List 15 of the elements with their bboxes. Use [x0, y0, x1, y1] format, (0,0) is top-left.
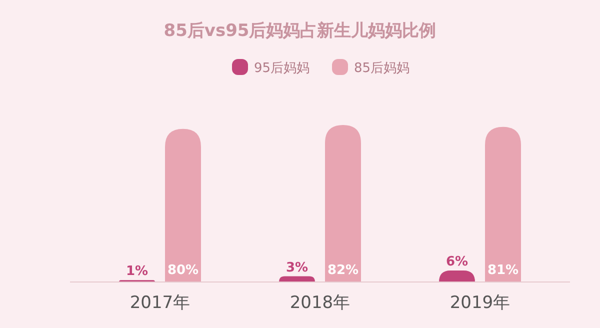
data-label: 80%: [167, 263, 199, 278]
data-label: 3%: [286, 260, 308, 276]
data-label: 1%: [126, 264, 148, 280]
chart-title: 85后vs95后妈妈占新生儿妈妈比例: [164, 21, 436, 41]
legend-label: 85后妈妈: [354, 61, 410, 76]
bar: [485, 126, 521, 282]
data-label: 82%: [327, 263, 359, 278]
x-tick-label: 2018年: [290, 293, 350, 313]
x-tick-label: 2019年: [450, 293, 510, 313]
data-label: 6%: [446, 254, 468, 270]
x-tick-label: 2017年: [130, 293, 190, 313]
data-label: 81%: [487, 263, 519, 278]
bar: [165, 128, 201, 282]
legend-label: 95后妈妈: [254, 61, 310, 76]
bar: [325, 125, 361, 282]
